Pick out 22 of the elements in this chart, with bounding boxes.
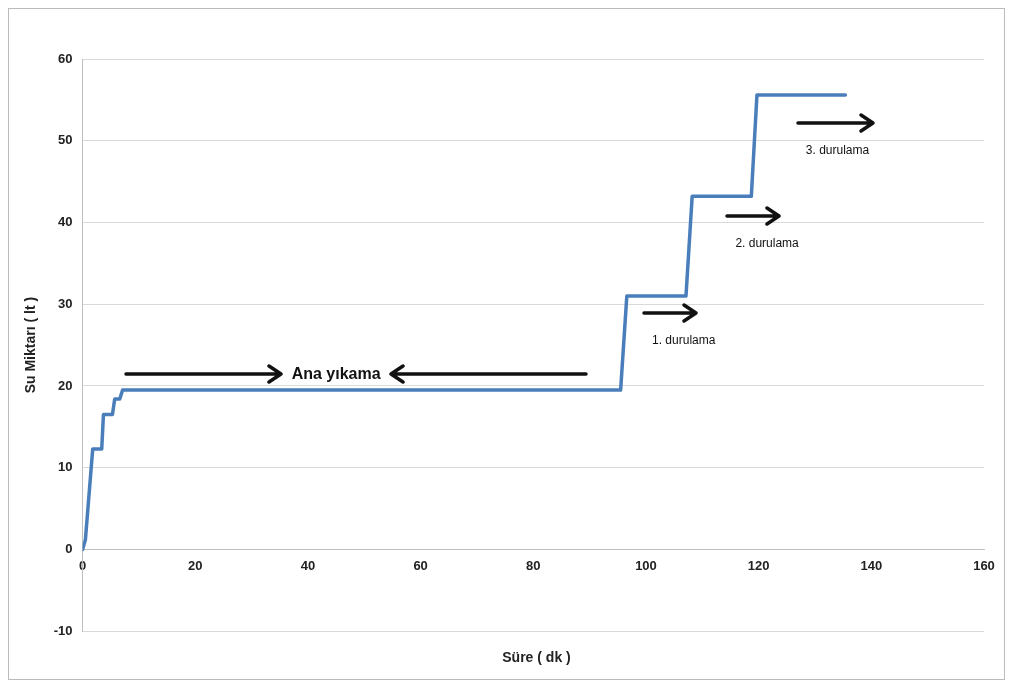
x-tick-label: 140 — [860, 557, 883, 573]
x-tick-label: 20 — [188, 557, 203, 573]
x-tick-label: 80 — [526, 557, 541, 573]
x-tick-label: 120 — [747, 557, 770, 573]
annotation: 1. durulama — [652, 333, 716, 348]
annotation: Ana yıkama — [291, 364, 381, 383]
annotation: 3. durulama — [805, 142, 870, 157]
x-tick-label: 100 — [635, 557, 657, 573]
x-tick-label: 60 — [413, 557, 428, 573]
y-tick-label: 0 — [65, 541, 73, 557]
x-tick-label: 40 — [300, 557, 316, 573]
annotation: 2. durulama — [735, 235, 799, 250]
y-tick-label: 60 — [58, 50, 73, 66]
x-axis-title: Süre ( dk ) — [501, 649, 572, 667]
y-tick-label: 40 — [58, 214, 73, 230]
y-tick-label: 50 — [58, 132, 73, 148]
x-tick-label: 160 — [973, 557, 995, 573]
y-axis-title: Su Miktarı ( lt ) — [22, 296, 39, 394]
y-tick-label: 20 — [58, 377, 73, 393]
y-tick-label: 30 — [58, 295, 73, 311]
y-tick-label: -10 — [53, 622, 73, 638]
y-tick-label: 10 — [58, 459, 73, 475]
